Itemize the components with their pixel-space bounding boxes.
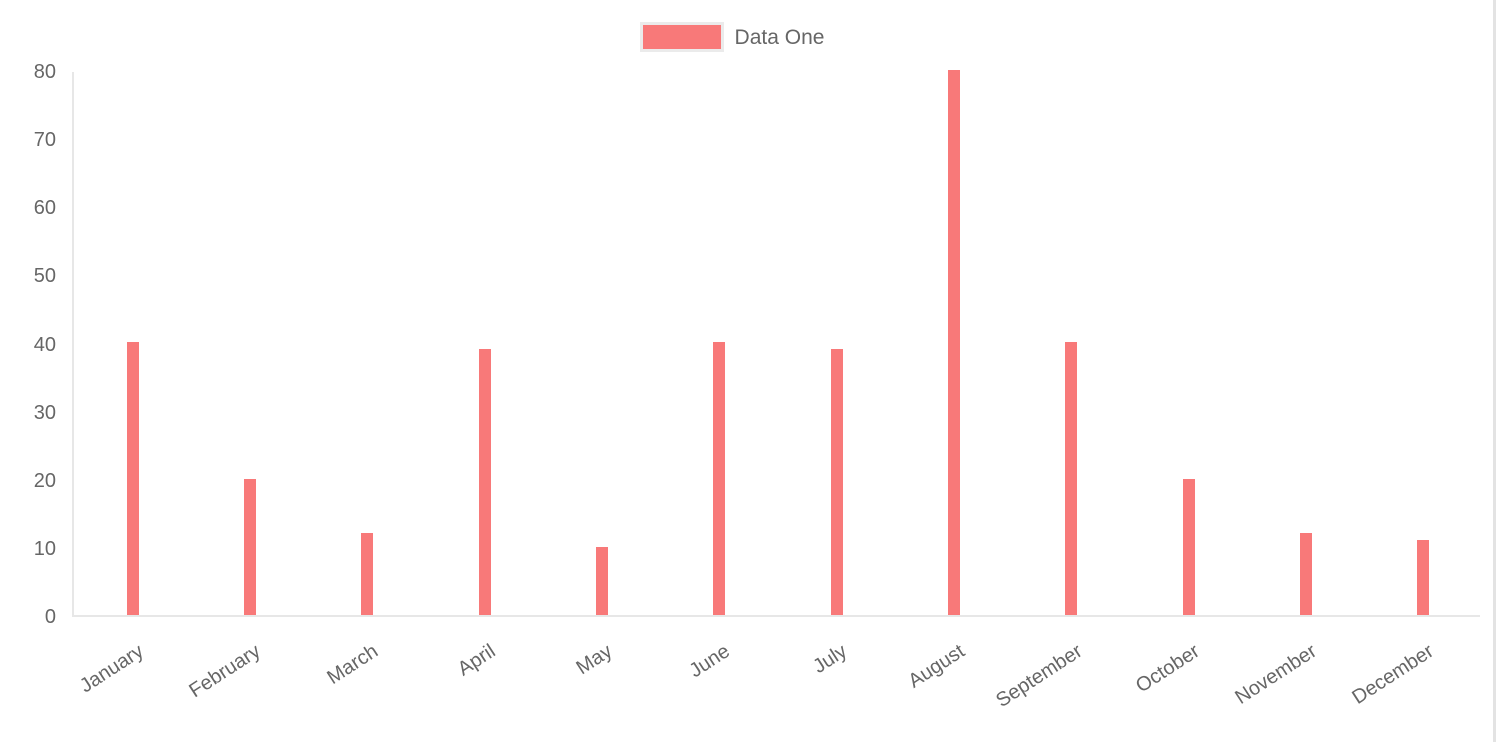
y-tick-30: 30	[33, 401, 56, 424]
x-label-march: March	[323, 640, 382, 689]
y-tick-40: 40	[33, 333, 56, 356]
legend[interactable]: Data One	[0, 22, 1464, 52]
x-label-may: May	[572, 640, 617, 680]
bar-july[interactable]	[831, 349, 843, 615]
legend-label: Data One	[734, 25, 825, 49]
x-label-october: October	[1131, 640, 1204, 698]
bar-may[interactable]	[596, 547, 608, 615]
y-tick-60: 60	[33, 197, 56, 220]
bar-december[interactable]	[1417, 540, 1429, 615]
x-label-february: February	[185, 640, 265, 703]
y-tick-50: 50	[33, 265, 56, 288]
bar-april[interactable]	[479, 349, 491, 615]
y-tick-70: 70	[33, 129, 56, 152]
x-label-september: September	[991, 640, 1086, 712]
bar-october[interactable]	[1183, 479, 1195, 615]
x-label-august: August	[904, 640, 969, 693]
x-label-november: November	[1231, 640, 1321, 709]
y-tick-0: 0	[44, 606, 56, 628]
x-label-june: June	[685, 640, 734, 683]
plot-area	[72, 70, 1480, 617]
bar-august[interactable]	[948, 70, 960, 615]
x-label-july: July	[809, 640, 852, 678]
y-tick-80: 80	[33, 61, 56, 83]
x-label-january: January	[75, 640, 148, 698]
bar-june[interactable]	[713, 342, 725, 615]
legend-swatch	[639, 22, 724, 52]
page-right-border	[1493, 0, 1496, 742]
y-tick-10: 10	[33, 537, 56, 560]
bar-february[interactable]	[244, 479, 256, 615]
y-tick-20: 20	[33, 469, 56, 492]
bar-january[interactable]	[127, 342, 139, 615]
x-label-december: December	[1348, 640, 1438, 709]
bar-november[interactable]	[1300, 533, 1312, 615]
bar-march[interactable]	[361, 533, 373, 615]
x-label-april: April	[453, 640, 500, 681]
bar-september[interactable]	[1065, 342, 1077, 615]
